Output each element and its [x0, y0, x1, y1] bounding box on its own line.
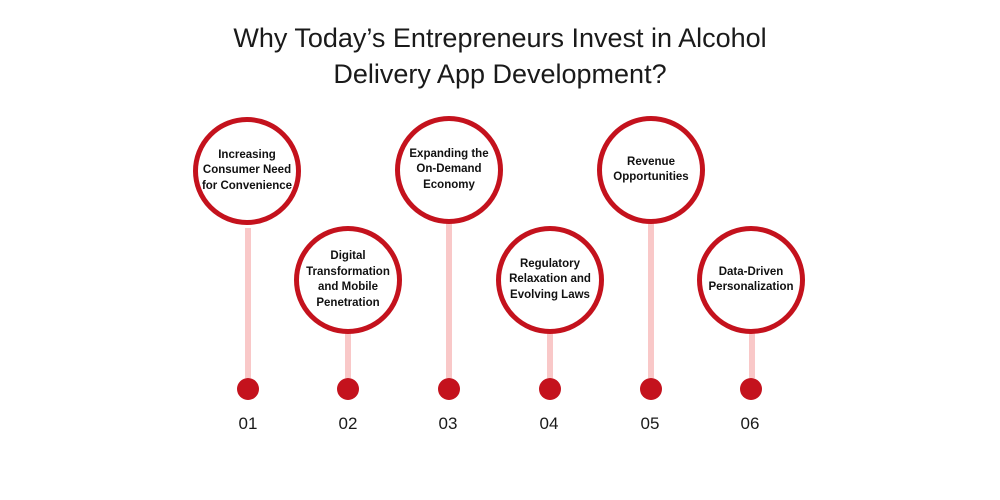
page-title-line-2: Delivery App Development? — [333, 59, 667, 89]
step-label: Revenue Opportunities — [613, 155, 689, 184]
step-circle: Data-Driven Personalization — [697, 226, 805, 334]
connector-stem — [547, 330, 553, 378]
timeline-dot — [438, 378, 460, 400]
timeline-dot — [237, 378, 259, 400]
step-label: Increasing Consumer Need for Convenience — [201, 148, 293, 192]
step-number: 06 — [740, 414, 760, 433]
step-number: 01 — [238, 414, 258, 433]
page-title: Why Today’s Entrepreneurs Invest in Alco… — [0, 20, 1000, 92]
connector-stem — [648, 220, 654, 378]
step-circle: Expanding the On-Demand Economy — [395, 116, 503, 224]
connector-stem — [345, 332, 351, 378]
step-circle: Digital Transformation and Mobile Penetr… — [294, 226, 402, 334]
page-title-line-1: Why Today’s Entrepreneurs Invest in Alco… — [233, 23, 767, 53]
connector-stem — [446, 220, 452, 378]
timeline-dot — [539, 378, 561, 400]
step-label: Regulatory Relaxation and Evolving Laws — [509, 257, 591, 301]
step-circle: Increasing Consumer Need for Convenience — [193, 117, 301, 225]
timeline-dot — [640, 378, 662, 400]
connector-stem — [245, 228, 251, 378]
step-label: Data-Driven Personalization — [708, 265, 794, 294]
step-circle: Regulatory Relaxation and Evolving Laws — [496, 226, 604, 334]
step-label: Digital Transformation and Mobile Penetr… — [306, 250, 390, 309]
step-number: 03 — [438, 414, 458, 433]
connector-stem — [749, 330, 755, 378]
step-number: 05 — [640, 414, 660, 433]
step-number: 04 — [539, 414, 559, 433]
timeline-dot — [740, 378, 762, 400]
step-circle: Revenue Opportunities — [597, 116, 705, 224]
timeline-dot — [337, 378, 359, 400]
step-label: Expanding the On-Demand Economy — [409, 147, 489, 191]
step-number: 02 — [338, 414, 358, 433]
